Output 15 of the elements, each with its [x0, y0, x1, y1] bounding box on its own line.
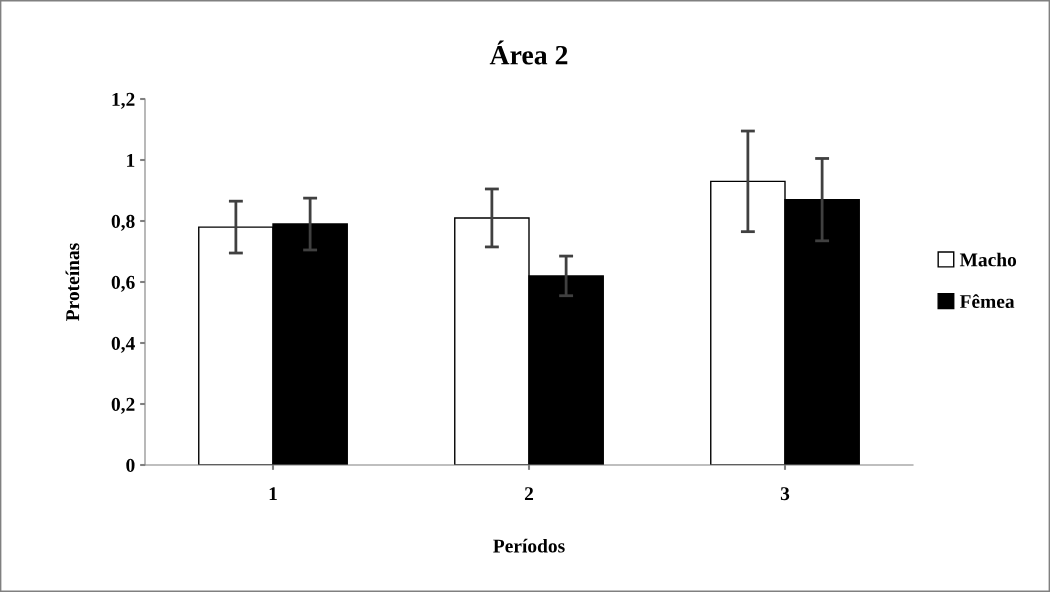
y-tick-label: 0: [126, 458, 135, 472]
x-axis-title: Períodos: [493, 538, 565, 553]
y-tick-label: 0,2: [111, 397, 135, 414]
x-tick-label: 3: [780, 487, 790, 501]
y-tick-label: 1,2: [112, 92, 135, 109]
legend-label: Macho: [959, 252, 1017, 267]
x-tick-label: 1: [269, 487, 277, 501]
y-tick-label: 0,6: [111, 275, 135, 292]
chart-title: Área 2: [489, 40, 568, 65]
x-tick-label: 2: [524, 487, 534, 501]
y-tick-label: 0,8: [111, 214, 135, 231]
y-tick-label: 0,4: [111, 336, 135, 353]
y-axis-title: Proteínas: [65, 243, 80, 321]
legend-label: Fêmea: [959, 294, 1015, 309]
y-tick-label: 1: [127, 153, 135, 167]
